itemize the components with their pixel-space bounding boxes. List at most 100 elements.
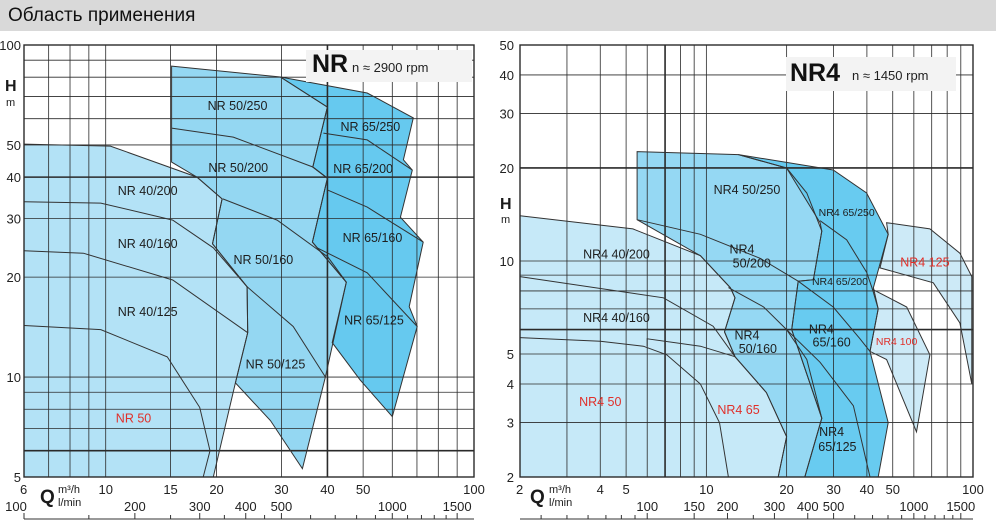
pump-label: NR4 65/250 bbox=[819, 207, 875, 219]
range-outline-nr4-125 bbox=[879, 222, 973, 385]
y-tick-label: 40 bbox=[500, 68, 514, 83]
nr4-x2-axis-unit: l/min bbox=[549, 497, 573, 509]
pump-label: NR4 100 bbox=[876, 336, 918, 348]
x-tick-label: 20 bbox=[209, 482, 223, 497]
range-region-nr4-125 bbox=[880, 222, 972, 384]
pump-label: NR4 bbox=[734, 328, 759, 342]
pump-label: NR 40/200 bbox=[118, 184, 178, 198]
l-min-tick-label: 400 bbox=[235, 499, 257, 514]
pump-label: NR 50/125 bbox=[246, 358, 306, 372]
range-outline-nr4-100 bbox=[869, 288, 931, 434]
x-tick-label: 40 bbox=[320, 482, 334, 497]
head-curve bbox=[519, 337, 729, 478]
x-tick-label: 15 bbox=[163, 482, 177, 497]
y-tick-label: 5 bbox=[507, 347, 514, 362]
y-tick-label: 10 bbox=[7, 370, 21, 385]
x-tick-label: 4 bbox=[597, 482, 604, 497]
x-tick-label: 10 bbox=[98, 482, 112, 497]
x-tick-label: 2 bbox=[516, 482, 523, 497]
pump-label: NR4 50 bbox=[579, 395, 621, 409]
x-tick-label: 50 bbox=[356, 482, 370, 497]
head-curve bbox=[646, 338, 736, 358]
y-tick-label: 30 bbox=[7, 212, 21, 227]
l-min-tick-label: 100 bbox=[636, 499, 658, 514]
range-region-nr-50 bbox=[171, 66, 347, 469]
pump-label: 65/125 bbox=[818, 440, 856, 454]
nr-y-axis-unit: m bbox=[6, 97, 16, 109]
x-tick-label: 100 bbox=[962, 482, 984, 497]
pump-label: NR4 40/200 bbox=[583, 247, 650, 261]
y-tick-label: 50 bbox=[500, 38, 514, 53]
range-region-nr-40 bbox=[24, 144, 248, 477]
l-min-tick-label: 1500 bbox=[946, 499, 975, 514]
pump-label: NR4 bbox=[729, 242, 754, 256]
x-tick-label: 30 bbox=[274, 482, 288, 497]
l-min-tick-label: 1500 bbox=[443, 499, 472, 514]
y-tick-label: 30 bbox=[500, 107, 514, 122]
nr4-plot-frame bbox=[519, 44, 974, 478]
head-curve bbox=[23, 201, 248, 288]
y-tick-label: 100 bbox=[0, 38, 21, 53]
y-tick-label: 4 bbox=[507, 377, 514, 392]
head-curve bbox=[246, 286, 326, 378]
head-curve bbox=[786, 329, 871, 478]
range-region-nr4-40 bbox=[520, 215, 787, 478]
range-region-nr-65 bbox=[280, 77, 424, 417]
nr-chart-title: NR bbox=[312, 50, 349, 78]
y-tick-label: 50 bbox=[7, 138, 21, 153]
head-curve bbox=[327, 189, 424, 243]
nr4-x-axis-label: Q bbox=[530, 487, 545, 508]
y-tick-label: 40 bbox=[7, 170, 21, 185]
nr4-x-axis-unit: m³/h bbox=[549, 484, 571, 496]
y-tick-label: 5 bbox=[14, 470, 21, 485]
pump-label: NR4 50/250 bbox=[714, 183, 781, 197]
pump-label: 50/200 bbox=[733, 257, 771, 271]
x-tick-label: 20 bbox=[779, 482, 793, 497]
pump-label: NR 40/125 bbox=[118, 305, 178, 319]
pump-label: NR 40/160 bbox=[118, 237, 178, 251]
l-min-tick-label: 400 bbox=[797, 499, 819, 514]
l-min-tick-label: 1000 bbox=[378, 499, 407, 514]
head-curve bbox=[728, 287, 787, 330]
nr-chart: NR 50/250 NR 50/200 NR 40/200 NR 40/160 NR 4… bbox=[0, 38, 485, 520]
head-curve bbox=[23, 250, 248, 334]
pump-label: 50/160 bbox=[739, 342, 777, 356]
y-tick-label: 3 bbox=[507, 416, 514, 431]
section-title: Область применения bbox=[8, 5, 196, 26]
nr-x-axis-label: Q bbox=[40, 487, 55, 508]
pump-label: NR 50/250 bbox=[208, 99, 268, 113]
pump-label: NR 50/200 bbox=[208, 161, 268, 175]
x-tick-label: 30 bbox=[826, 482, 840, 497]
y-tick-label: 20 bbox=[500, 161, 514, 176]
range-region-nr4-65 bbox=[738, 154, 889, 477]
nr4-title-box: NR4 n ≈ 1450 rpm bbox=[786, 57, 956, 91]
nr4-chart-speed: n ≈ 1450 rpm bbox=[852, 68, 929, 83]
head-curve bbox=[786, 329, 823, 419]
x-tick-label: 6 bbox=[20, 482, 27, 497]
nr-title-box: NR n ≈ 2900 rpm bbox=[306, 50, 472, 82]
nr-chart-speed: n ≈ 2900 rpm bbox=[352, 60, 429, 75]
head-curve bbox=[222, 198, 347, 283]
pump-label: NR4 40/160 bbox=[583, 311, 650, 325]
pump-label: NR4 125 bbox=[900, 255, 949, 269]
x-tick-label: 10 bbox=[699, 482, 713, 497]
pump-label: NR 65/250 bbox=[340, 120, 400, 134]
x-tick-label: 5 bbox=[622, 482, 629, 497]
pump-label: NR4 65/200 bbox=[812, 276, 868, 288]
l-min-tick-label: 300 bbox=[764, 499, 786, 514]
nr-plot-frame bbox=[23, 44, 475, 478]
l-min-tick-label: 500 bbox=[271, 499, 293, 514]
x-tick-label: 50 bbox=[886, 482, 900, 497]
pump-label: NR 50/160 bbox=[234, 253, 294, 267]
section-header: Область применения bbox=[0, 0, 996, 31]
head-curve bbox=[316, 247, 418, 327]
pump-label: NR4 bbox=[819, 425, 844, 439]
l-min-tick-label: 100 bbox=[5, 499, 27, 514]
range-region-nr4-50 bbox=[637, 151, 822, 477]
y-tick-label: 20 bbox=[7, 270, 21, 285]
y-tick-label: 2 bbox=[507, 470, 514, 485]
pump-label: NR 65/200 bbox=[333, 162, 393, 176]
pump-label: NR 65/125 bbox=[344, 314, 404, 328]
nr4-y-axis-unit: m bbox=[501, 214, 511, 226]
